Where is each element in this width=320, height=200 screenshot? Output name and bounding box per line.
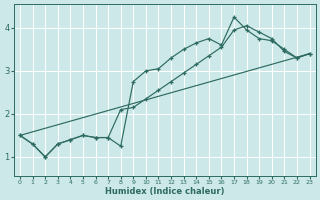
X-axis label: Humidex (Indice chaleur): Humidex (Indice chaleur) [105,187,225,196]
